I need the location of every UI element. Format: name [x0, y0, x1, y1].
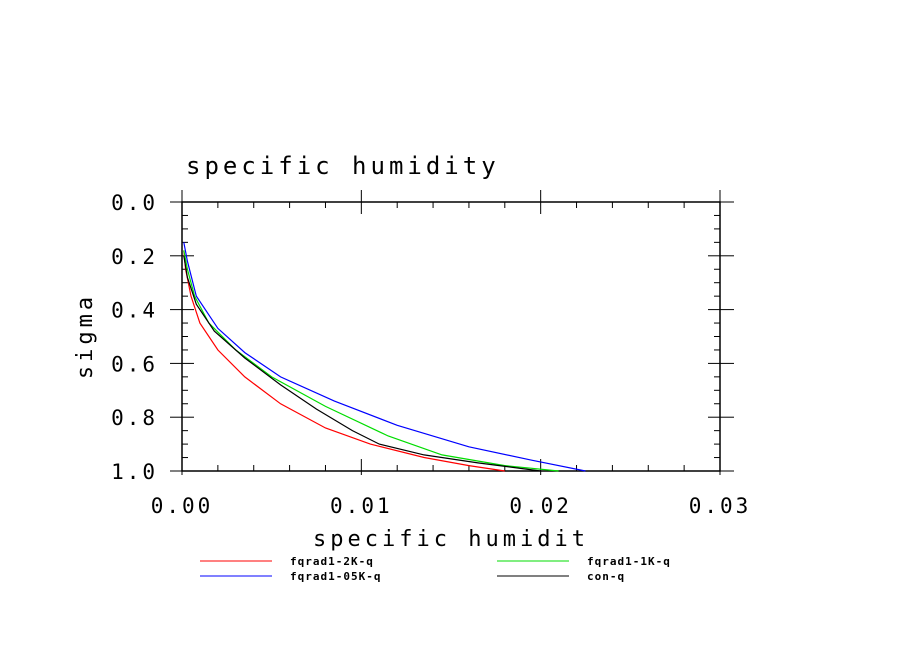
- y-tick-labels: 0.0 0.2 0.4 0.6 0.8 1.0: [111, 191, 158, 484]
- series-line-con-q: [183, 255, 541, 472]
- series-line-fqrad1-2K-q: [183, 250, 505, 472]
- series-line-fqrad1-05K-q: [183, 242, 586, 472]
- legend: fqrad1-2K-q fqrad1-1K-q fqrad1-05K-q con-q: [200, 555, 671, 583]
- y-tick-label: 1.0: [111, 460, 158, 484]
- chart-title: specific humidity: [186, 152, 500, 180]
- x-tick-label: 0.01: [330, 494, 393, 518]
- legend-label: con-q: [587, 570, 625, 583]
- y-tick-label: 0.6: [111, 352, 158, 376]
- y-axis-label: sigma: [73, 293, 98, 379]
- y-tick-label: 0.0: [111, 191, 158, 215]
- x-tick-label: 0.00: [151, 494, 214, 518]
- y-tick-label: 0.4: [111, 299, 158, 323]
- plot-frame: [181, 201, 721, 472]
- x-axis-label: specific humidit: [313, 527, 589, 552]
- x-tick-label: 0.02: [509, 494, 572, 518]
- axis-ticks: [170, 190, 734, 475]
- y-tick-label: 0.2: [111, 245, 158, 269]
- x-tick-labels: 0.00 0.01 0.02 0.03: [151, 494, 752, 518]
- y-tick-label: 0.8: [111, 406, 158, 430]
- legend-label: fqrad1-1K-q: [587, 555, 671, 568]
- series-line-fqrad1-1K-q: [183, 250, 559, 472]
- legend-label: fqrad1-05K-q: [290, 570, 381, 583]
- series-layer: [183, 242, 586, 472]
- x-tick-label: 0.03: [689, 494, 752, 518]
- legend-label: fqrad1-2K-q: [290, 555, 374, 568]
